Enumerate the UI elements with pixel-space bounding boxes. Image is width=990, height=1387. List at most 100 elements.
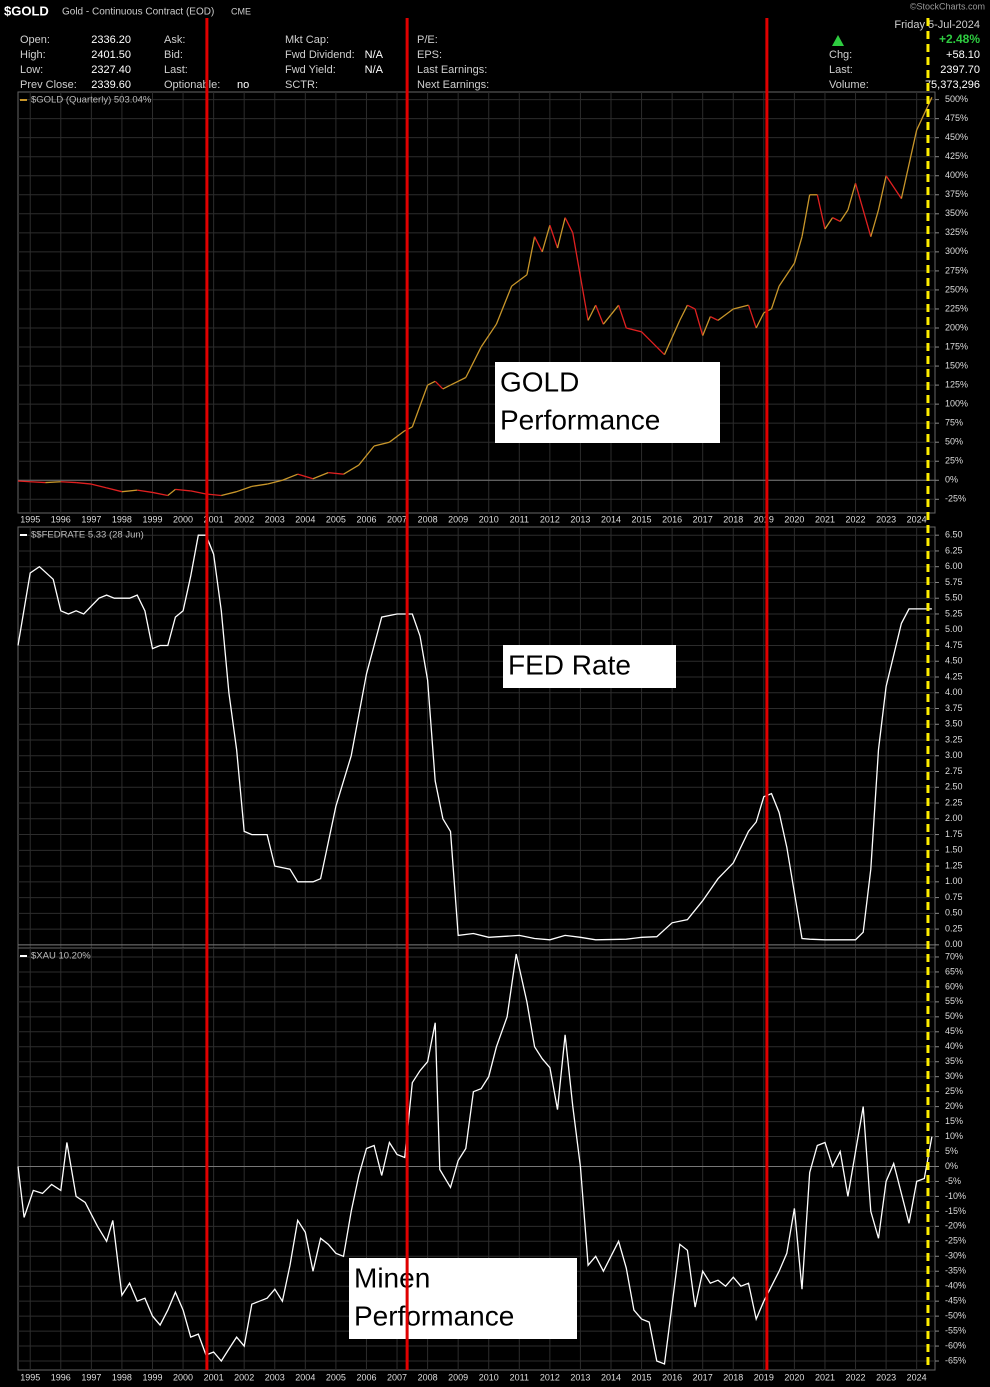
y-tick-label: -5% [945,1176,961,1186]
x-tick-label: 2005 [326,1372,346,1382]
line-segment [45,481,61,484]
field-label: Low: [20,64,43,76]
panel-frame [17,947,936,1371]
x-tick-label: 2018 [723,1372,743,1382]
field-label: Prev Close: [20,79,77,91]
line-segment [663,320,681,355]
x-tick-label: 2019 [754,1372,774,1382]
line-segment [679,304,688,321]
line-segment [282,473,298,481]
x-tick-label: 2023 [876,514,896,524]
x-tick-label: 2022 [846,514,866,524]
field-label: Last Earnings: [417,64,487,76]
exchange: CME [231,6,251,16]
x-tick-label: 2007 [387,1372,407,1382]
y-tick-label: 3.75 [945,703,963,713]
line-segment [916,97,933,131]
line-segment [824,217,834,230]
line-segment [121,489,138,493]
line-segment [480,323,497,348]
field-value: 2401.50 [91,49,131,61]
x-tick-label: 2004 [295,1372,315,1382]
x-tick-label: 2007 [387,514,407,524]
field-value: no [237,79,249,91]
line-segment [816,194,826,230]
x-tick-label: 2000 [173,514,193,524]
y-tick-label: 300% [945,246,968,256]
y-tick-label: -15% [945,1206,966,1216]
y-tick-label: 45% [945,1026,963,1036]
y-tick-label: 2.00 [945,813,963,823]
y-tick-label: 475% [945,113,968,123]
data-line [17,953,933,1365]
x-tick-label: 2017 [693,514,713,524]
field-label: Mkt Cap: [285,34,329,46]
field-value: +58.10 [946,49,980,61]
field-value: N/A [365,64,384,76]
y-tick-label: 50% [945,437,963,447]
line-segment [839,209,849,222]
line-segment [137,489,153,494]
line-segment [564,217,574,234]
x-tick-label: 2024 [907,1372,927,1382]
y-tick-label: -40% [945,1281,966,1291]
line-segment [626,327,642,333]
line-segment [801,194,811,237]
line-segment [373,441,390,447]
line-segment [411,384,429,428]
y-tick-label: 425% [945,151,968,161]
y-tick-label: -10% [945,1191,966,1201]
y-tick-label: 0% [945,1161,958,1171]
y-tick-label: 6.50 [945,530,963,540]
y-tick-label: -25% [945,1236,966,1246]
line-segment [17,480,31,483]
x-tick-label: 2017 [693,1372,713,1382]
line-segment [167,488,176,496]
line-segment [885,175,902,199]
field-label: Next Earnings: [417,79,489,91]
line-segment [556,217,566,249]
field-label: High: [20,49,46,61]
field-value: 2336.20 [91,34,131,46]
line-segment [312,472,329,480]
line-segment [832,217,841,223]
x-tick-label: 2003 [265,514,285,524]
y-tick-label: 0% [945,475,958,485]
line-segment [465,346,482,378]
x-tick-label: 1998 [112,514,132,524]
x-tick-label: 2009 [448,1372,468,1382]
legend-entry: $XAU 10.20% [31,951,91,962]
line-segment [30,481,46,484]
line-segment [266,479,283,485]
x-tick-label: 2022 [846,1372,866,1382]
line-segment [595,304,604,325]
line-segment [687,304,696,310]
legend-entry: $GOLD (Quarterly) 503.04% [31,95,152,106]
line-segment [221,491,237,497]
y-tick-label: 375% [945,189,968,199]
line-segment [793,236,803,264]
y-tick-label: 250% [945,284,968,294]
y-tick-label: 40% [945,1041,963,1051]
y-tick-label: 5.00 [945,624,963,634]
field-label: Fwd Yield: [285,64,336,76]
y-tick-label: 5% [945,1146,958,1156]
field-label: Fwd Dividend: [285,49,355,61]
x-tick-label: 2006 [356,1372,376,1382]
y-tick-label: 450% [945,132,968,142]
line-segment [358,445,375,466]
y-tick-label: 350% [945,208,968,218]
field-value: 75,373,296 [925,79,980,91]
y-tick-label: 65% [945,966,963,976]
line-segment [900,129,918,199]
field-label: EPS: [417,49,442,61]
line-segment [60,481,77,484]
x-tick-label: 2024 [907,514,927,524]
line-segment [343,464,360,475]
change-percent: +2.48% [939,32,980,46]
x-tick-label: 2015 [632,1372,652,1382]
y-tick-label: 1.50 [945,845,963,855]
annotation-text: Minen [354,1262,430,1293]
y-tick-label: 0.75 [945,892,963,902]
line-segment [572,232,589,321]
